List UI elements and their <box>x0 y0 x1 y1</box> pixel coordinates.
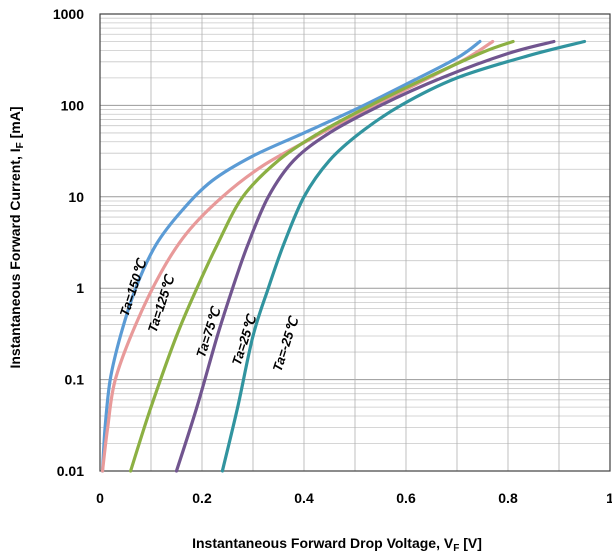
x-tick-label: 0.6 <box>396 490 416 506</box>
y-axis-title-main: Instantaneous Forward Current, I <box>7 148 23 368</box>
y-axis-title-sub: F <box>15 142 26 148</box>
series-line <box>100 39 482 473</box>
series-line <box>129 39 515 473</box>
series-line <box>220 39 587 473</box>
x-tick-label: 0.2 <box>192 490 212 506</box>
y-tick-label: 0.1 <box>65 372 85 388</box>
x-axis-title-sub: F <box>453 543 459 554</box>
x-tick-label: 0 <box>96 490 104 506</box>
x-axis-title-unit: [V] <box>459 535 482 551</box>
series-line <box>100 39 495 473</box>
x-axis-title: Instantaneous Forward Drop Voltage, VF [… <box>192 535 482 554</box>
y-tick-label: 0.01 <box>57 463 84 479</box>
x-tick-label: 1 <box>606 490 612 506</box>
plot-frame <box>99 13 611 472</box>
y-tick-label: 100 <box>61 97 85 113</box>
series-label: Ta=-25℃ <box>270 313 302 373</box>
tick-labels: 0 0.2 0.4 0.6 0.8 1 0.01 0.1 1 10 100 1000 <box>53 6 612 506</box>
y-axis-title-unit: [mA] <box>7 106 23 142</box>
grid <box>100 14 610 472</box>
y-tick-label: 10 <box>68 189 84 205</box>
y-tick-label: 1 <box>76 280 84 296</box>
x-axis-title-main: Instantaneous Forward Drop Voltage, V <box>192 535 454 551</box>
y-tick-label: 1000 <box>53 6 84 22</box>
x-tick-label: 0.8 <box>498 490 518 506</box>
y-axis-title: Instantaneous Forward Current, IF [mA] <box>7 106 26 368</box>
series-line <box>174 39 556 473</box>
series-label: Ta=25℃ <box>229 311 260 367</box>
series-lines <box>100 39 587 473</box>
x-tick-label: 0.4 <box>294 490 314 506</box>
